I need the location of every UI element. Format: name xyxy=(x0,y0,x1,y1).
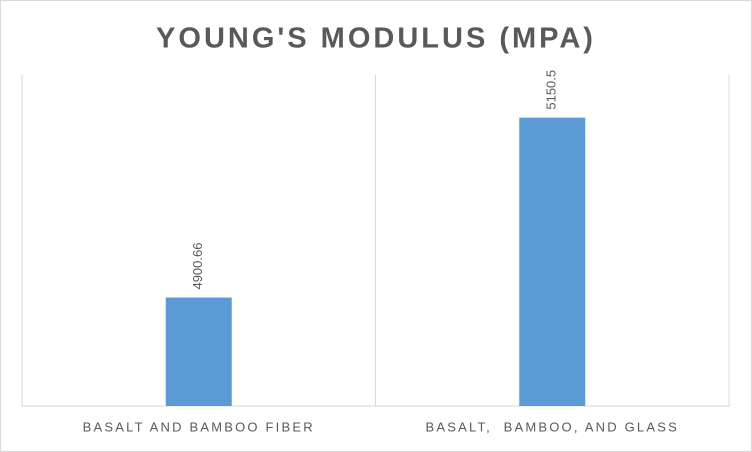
value-label: 4900.66 xyxy=(190,243,205,290)
x-tick-label: BASALT, BAMBOO, AND GLASS xyxy=(426,419,679,434)
bar xyxy=(519,117,586,406)
bar xyxy=(165,297,232,406)
x-tick-label: BASALT AND BAMBOO FIBER xyxy=(83,419,315,434)
chart-title: YOUNG'S MODULUS (MPA) xyxy=(156,23,596,55)
value-label: 5150.5 xyxy=(544,70,559,110)
